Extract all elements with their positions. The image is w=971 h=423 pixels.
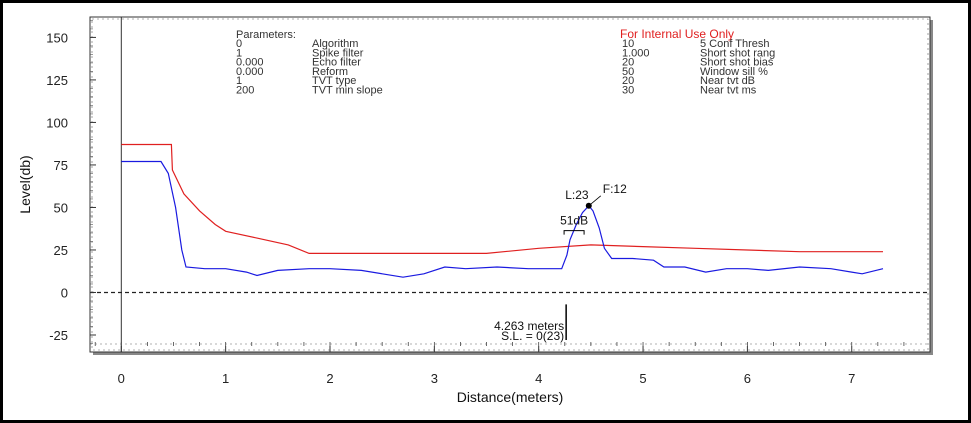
y-tick-label: 0 (61, 285, 68, 300)
param-value: 0.000 (236, 66, 264, 78)
tvt-curve-line (121, 143, 883, 254)
fill-label: F:12 (603, 182, 627, 196)
echo-profile-line (121, 160, 884, 278)
param-value: 30 (622, 85, 634, 97)
param-value: 1 (236, 75, 242, 87)
param-value: 0 (236, 38, 242, 50)
y-tick-label: 25 (54, 243, 68, 258)
param-name: Window sill % (700, 66, 768, 78)
param-name: TVT min slope (312, 85, 383, 97)
param-value: 1.000 (622, 47, 650, 59)
x-tick-label: 2 (326, 371, 333, 386)
param-name: Spike filter (312, 47, 364, 59)
param-value: 0.000 (236, 57, 264, 69)
peak-label: L:23 (565, 188, 589, 202)
param-name: Echo filter (312, 57, 361, 69)
x-tick-label: 1 (222, 371, 229, 386)
x-tick-label: 6 (744, 371, 751, 386)
param-name: Algorithm (312, 38, 358, 50)
y-tick-label: 125 (46, 73, 68, 88)
param-name: 5 Conf Thresh (700, 38, 770, 50)
param-name: Short shot bias (700, 57, 774, 69)
param-name: TVT type (312, 75, 356, 87)
y-tick-label: 50 (54, 200, 68, 215)
db-bracket (563, 230, 585, 235)
param-name: Reform (312, 66, 348, 78)
y-tick-label: 150 (46, 30, 68, 45)
param-name: Short shot rang (700, 47, 775, 59)
fill-leader-line (588, 195, 602, 207)
x-axis-title: Distance(meters) (457, 389, 564, 405)
x-tick-label: 3 (431, 371, 438, 386)
param-name: Near tvt ms (700, 85, 757, 97)
internal-use-label: For Internal Use Only (620, 27, 734, 41)
y-tick-label: 75 (54, 158, 68, 173)
param-value: 20 (622, 57, 634, 69)
param-value: 200 (236, 85, 254, 97)
params-header: Parameters: (236, 29, 296, 41)
y-tick-label: -25 (49, 328, 68, 343)
plot-area (89, 16, 931, 353)
param-value: 10 (622, 38, 634, 50)
plot-inner-frame (91, 18, 929, 351)
param-name: Near tvt dB (700, 75, 755, 87)
y-tick-label: 100 (46, 115, 68, 130)
marker-distance-text: 4.263 meters (494, 319, 564, 333)
param-value: 1 (236, 47, 242, 59)
x-tick-label: 0 (118, 371, 125, 386)
marker-sl-text: S.L. = 0(23) (501, 329, 564, 343)
db-label: 51dB (560, 214, 588, 228)
y-axis-title: Level(db) (17, 155, 33, 213)
param-value: 20 (622, 75, 634, 87)
x-tick-label: 4 (535, 371, 542, 386)
x-tick-label: 7 (848, 371, 855, 386)
x-tick-label: 5 (639, 371, 646, 386)
param-value: 50 (622, 66, 634, 78)
